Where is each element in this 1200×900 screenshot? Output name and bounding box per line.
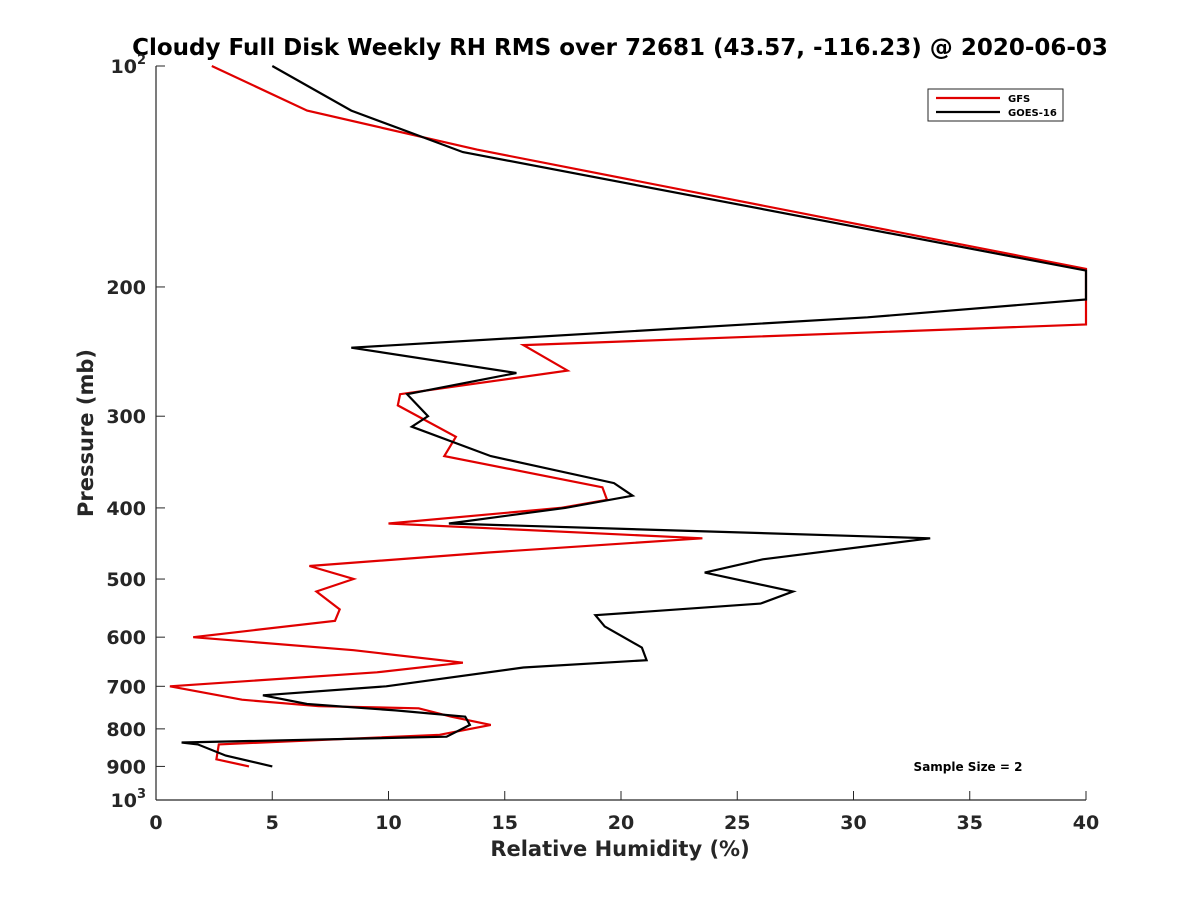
y-axis-label: Pressure (mb) (74, 349, 98, 517)
y-tick-label: 800 (106, 719, 146, 741)
y-tick-label: 102 (111, 53, 147, 78)
y-tick-label: 600 (106, 627, 146, 649)
y-tick-label: 103 (111, 787, 147, 812)
x-tick-label: 20 (608, 812, 634, 834)
x-tick-label: 40 (1073, 812, 1099, 834)
legend-box (927, 88, 1064, 122)
axes: 0 5 10 15 20 25 30 35 40 102 200 300 400 500 600 700 800… (106, 53, 1099, 834)
y-tick-label: 400 (106, 498, 146, 520)
x-tick-label: 5 (266, 812, 279, 834)
x-tick-label: 30 (840, 812, 866, 834)
legend-label: GOES-16 (1008, 108, 1057, 119)
x-tick-label: 10 (375, 812, 401, 834)
series-layer (169, 65, 1088, 768)
series-line-goes-16 (181, 65, 1088, 768)
x-tick-label: 25 (724, 812, 750, 834)
x-tick-label: 35 (957, 812, 983, 834)
y-tick-label: 300 (106, 406, 146, 428)
legend: GFS GOES-16 (927, 88, 1064, 122)
x-tick-label: 0 (149, 812, 162, 834)
legend-label: GFS (1008, 94, 1030, 105)
y-tick-label: 700 (106, 676, 146, 698)
chart-title: Cloudy Full Disk Weekly RH RMS over 7268… (132, 35, 1108, 61)
y-tick-label: 900 (106, 756, 146, 778)
sample-size-annotation: Sample Size = 2 (914, 760, 1023, 774)
y-tick-label: 500 (106, 569, 146, 591)
y-tick-label: 200 (106, 277, 146, 299)
series-line-gfs (169, 65, 1088, 768)
x-tick-label: 15 (492, 812, 518, 834)
x-axis-label: Relative Humidity (%) (490, 837, 749, 861)
